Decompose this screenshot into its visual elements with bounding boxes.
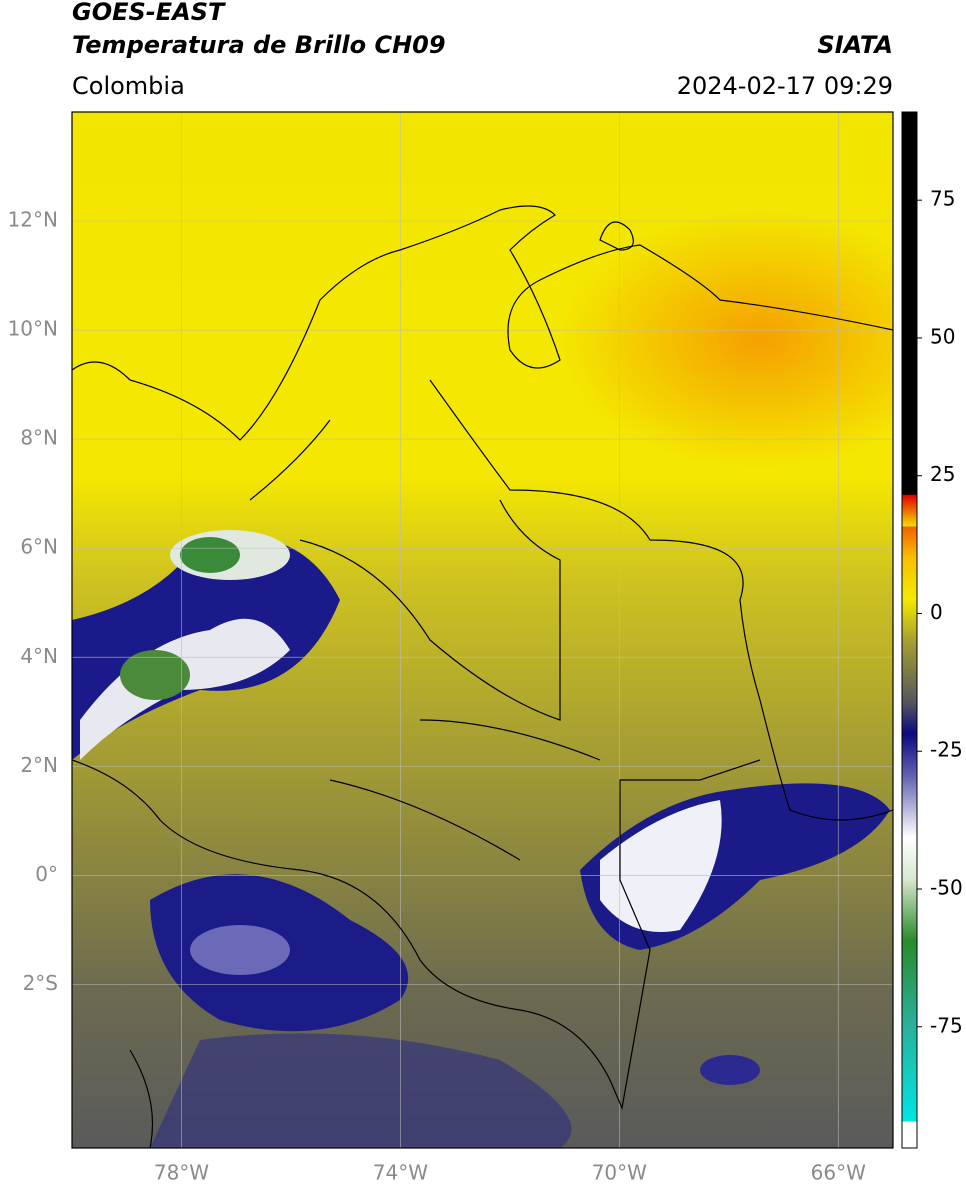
y-tick-label: 2°N — [20, 753, 58, 777]
x-tick-label: 74°W — [373, 1161, 428, 1185]
colorbar-tick-label: 0 — [930, 600, 943, 624]
y-tick-label: 4°N — [20, 644, 58, 668]
y-tick-label: 6°N — [20, 535, 58, 559]
satellite-image — [72, 112, 893, 1148]
y-tick-label: 8°N — [20, 426, 58, 450]
header-source: SIATA — [817, 31, 893, 59]
colorbar-tick-label: -50 — [930, 876, 963, 900]
x-tick-label: 70°W — [592, 1161, 647, 1185]
y-tick-label: 2°S — [23, 971, 58, 995]
colorbar-tick-label: -75 — [930, 1013, 963, 1037]
y-tick-label: 0° — [35, 862, 58, 886]
grid — [72, 112, 893, 1148]
y-tick-label: 10°N — [8, 317, 58, 341]
colorbar — [901, 111, 918, 1149]
coastlines-borders — [72, 205, 893, 1148]
map-frame — [71, 111, 894, 1149]
colorbar-tick-label: -25 — [930, 738, 963, 762]
header-region: Colombia — [72, 72, 185, 100]
x-tick-label: 78°W — [154, 1161, 209, 1185]
x-tick-label: 66°W — [811, 1161, 866, 1185]
header-datetime: 2024-02-17 09:29 — [677, 72, 893, 100]
header-title: Temperatura de Brillo CH09 — [72, 31, 446, 59]
colorbar-tick-label: 50 — [930, 324, 955, 348]
colorbar-tick-label: 75 — [930, 187, 955, 211]
colorbar-tick-label: 25 — [930, 462, 955, 486]
header-line1: GOES-EAST — [72, 0, 226, 26]
y-tick-label: 12°N — [8, 208, 58, 232]
